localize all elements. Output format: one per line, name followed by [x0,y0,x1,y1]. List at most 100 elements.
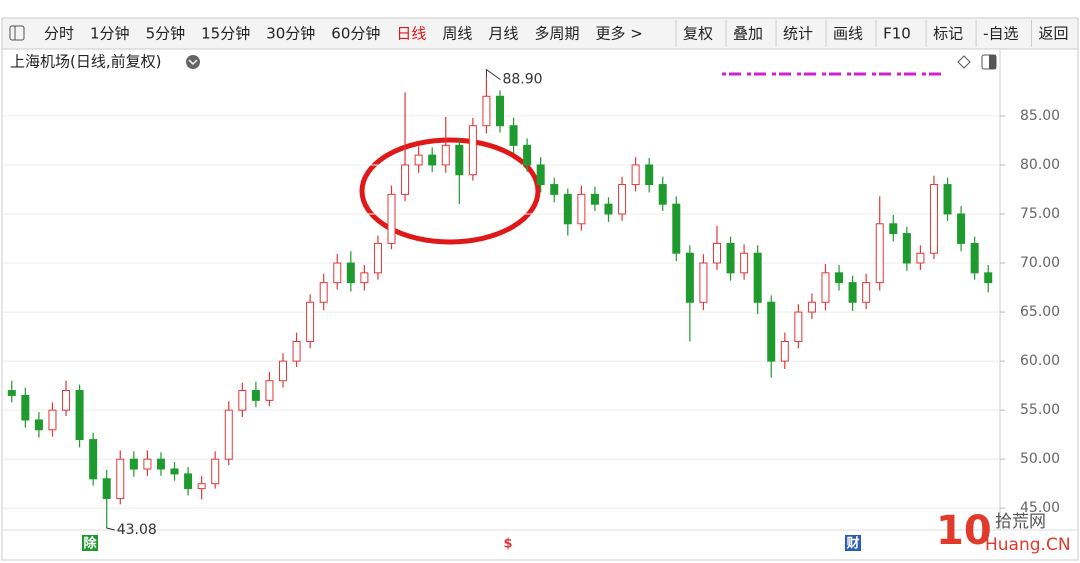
y-tick-label: 45.00 [1020,500,1060,516]
y-tick-label: 85.00 [1020,108,1060,124]
candle-body [658,184,667,205]
candle-body [129,458,138,470]
tool-button[interactable]: 叠加 [733,25,763,43]
highlight-circle [359,137,541,245]
y-tick-label: 60.00 [1020,353,1060,369]
tool-button[interactable]: 统计 [783,25,813,43]
chart-title: 上海机场(日线,前复权) [10,53,161,71]
candle-body [482,95,491,127]
candle-body [794,311,803,342]
candle-body [509,125,518,146]
y-tick-label: 70.00 [1020,255,1060,271]
candle-body [48,409,57,431]
candle-body [984,272,993,284]
candle-body [862,282,871,303]
watermark-logo: 10 [936,508,992,554]
candle-body [835,272,844,284]
period-tab[interactable]: 1分钟 [90,25,130,43]
candle-body [577,193,586,225]
candle-body [414,154,423,166]
candle-body [211,458,220,485]
candle-body [645,164,654,186]
tool-button[interactable]: 返回 [1039,25,1069,43]
candle-body [957,213,966,244]
candle-body [807,301,816,313]
candle-body [780,340,789,362]
candle-body [197,483,206,490]
candle-body [292,340,301,362]
candle-body [116,458,125,499]
candle-body [441,144,450,166]
candle-body [916,252,925,264]
candle-body [970,242,979,274]
tool-button[interactable]: 标记 [933,25,963,43]
candle-body [387,193,396,244]
candle-body [848,282,857,303]
candle-body [550,184,559,195]
toolbar [1,17,1079,50]
candle-body [34,419,43,431]
candle-body [712,242,721,264]
candle-body [251,390,260,401]
period-tab[interactable]: 60分钟 [331,25,380,43]
title-menu[interactable] [186,55,200,69]
candle-body [238,390,247,411]
candle-body [496,95,504,127]
period-tab[interactable]: 更多 > [595,25,642,43]
candle-body [685,252,694,303]
candle-body [333,262,342,284]
event-label[interactable]: 除 [83,536,97,552]
watermark-name: 拾荒网 [995,512,1046,532]
candle-body [306,301,315,342]
candle-body [102,478,111,499]
period-tab[interactable]: 15分钟 [201,25,250,43]
candle-body [143,458,152,470]
y-tick-label: 55.00 [1020,402,1060,418]
candle-body [902,233,911,264]
candle-body [373,242,382,274]
period-tab[interactable]: 日线 [396,25,426,43]
candle-body [631,164,640,186]
candle-body [224,409,233,460]
period-tab[interactable]: 周线 [442,25,472,43]
candle-body [156,458,165,470]
candle-body [455,144,464,176]
panel-icon[interactable] [9,25,25,41]
candle-body [319,282,328,303]
candle-body [929,184,938,254]
tool-button[interactable]: F10 [883,25,911,43]
candle-body [279,360,288,382]
y-tick-label: 50.00 [1020,451,1060,467]
candle-body [672,203,681,254]
candle-body [699,262,708,303]
diamond-icon[interactable] [957,55,971,69]
tool-button[interactable]: 画线 [833,25,863,43]
period-tab[interactable]: 多周期 [534,25,579,43]
candle-body [753,252,762,303]
event-label[interactable]: 财 [846,536,859,552]
annotation-label: 88.90 [502,72,542,88]
period-tab[interactable]: 5分钟 [146,25,186,43]
period-tab[interactable]: 分时 [44,25,74,43]
candle-body [346,262,355,284]
event-box [845,535,861,551]
candle-body [184,473,193,490]
y-tick-label: 65.00 [1020,304,1060,320]
tool-button[interactable]: -自选 [983,25,1018,43]
candle-body [360,272,369,284]
side-panel-icon-fill [989,55,996,69]
candle-body [875,223,884,284]
candle-body [89,439,98,480]
watermark-site: Huang.CN [985,535,1071,555]
period-tab[interactable]: 30分钟 [266,25,315,43]
event-label[interactable]: $ [503,537,512,552]
annotation-label: 43.08 [117,522,157,538]
candle-body [7,390,16,396]
candle-body [468,125,477,176]
candle-body [21,394,30,421]
candle-body [536,164,545,186]
candle-body [62,390,71,411]
tool-button[interactable]: 复权 [683,25,713,43]
period-tab[interactable]: 月线 [488,25,518,43]
candle-body [563,193,572,225]
